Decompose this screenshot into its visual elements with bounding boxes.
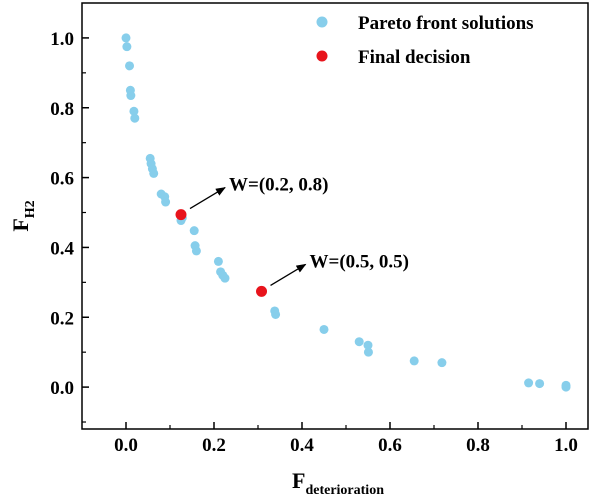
y-tick-label: 0.6	[50, 169, 74, 190]
legend-label-final-decision: Final decision	[358, 47, 471, 68]
y-tick-label: 0.4	[50, 238, 74, 259]
x-axis-title-subscript: deterioration	[305, 483, 384, 498]
pareto-point	[121, 33, 131, 43]
y-tick-label: 0.8	[50, 99, 74, 120]
axis-ticks	[82, 37, 567, 429]
y-tick-label: 0.2	[50, 308, 74, 329]
pareto-point	[189, 226, 199, 236]
pareto-point	[129, 106, 139, 116]
pareto-point	[561, 382, 571, 392]
pareto-point	[130, 113, 140, 123]
pareto-point	[149, 168, 159, 178]
y-tick-labels: 0.0 0.2 0.4 0.6 0.8 1.0	[50, 29, 74, 399]
final-decision-point	[175, 209, 187, 221]
pareto-point	[524, 378, 534, 388]
pareto-point	[191, 246, 201, 256]
pareto-point	[319, 324, 329, 334]
annotation-label: W=(0.5, 0.5)	[310, 251, 409, 272]
pareto-point	[535, 379, 545, 389]
x-tick-label: 1.0	[554, 435, 578, 456]
pareto-point	[161, 197, 171, 207]
x-tick-labels: 0.0 0.2 0.4 0.6 0.8 1.0	[114, 435, 578, 456]
pareto-point	[122, 42, 132, 52]
y-axis-title-subscript: H2	[23, 200, 38, 218]
pareto-point	[363, 340, 373, 350]
x-tick-label: 0.4	[290, 435, 314, 456]
y-axis-title-main: F	[8, 218, 33, 231]
pareto-point	[220, 273, 230, 283]
pareto-point	[354, 337, 364, 347]
legend-label-pareto: Pareto front solutions	[358, 13, 534, 34]
x-tick-label: 0.8	[466, 435, 490, 456]
pareto-point	[126, 91, 136, 101]
x-axis-title-main: F	[292, 468, 305, 493]
annotation-arrow	[189, 187, 226, 210]
annotation-arrow	[270, 263, 307, 286]
x-axis-title: Fdeterioration	[292, 468, 384, 498]
y-tick-label: 0.0	[50, 378, 74, 399]
pareto-point	[409, 356, 419, 366]
pareto-point	[271, 309, 281, 319]
pareto-point	[437, 358, 447, 368]
annotations: W=(0.2, 0.8) W=(0.5, 0.5)	[189, 175, 409, 286]
legend-marker-final-decision	[316, 50, 328, 62]
y-axis-title: FH2	[8, 200, 38, 231]
legend: Pareto front solutions Final decision	[316, 13, 534, 68]
pareto-point	[213, 256, 223, 266]
pareto-point	[363, 347, 373, 357]
x-tick-label: 0.2	[202, 435, 226, 456]
x-tick-label: 0.0	[114, 435, 138, 456]
pareto-point	[125, 61, 135, 71]
annotation-label: W=(0.2, 0.8)	[229, 175, 328, 196]
plot-frame	[81, 2, 589, 430]
final-decision-point	[256, 285, 268, 297]
legend-marker-pareto	[316, 16, 328, 28]
scatter-points	[121, 33, 571, 392]
x-tick-label: 0.6	[378, 435, 402, 456]
y-tick-label: 1.0	[50, 29, 74, 50]
